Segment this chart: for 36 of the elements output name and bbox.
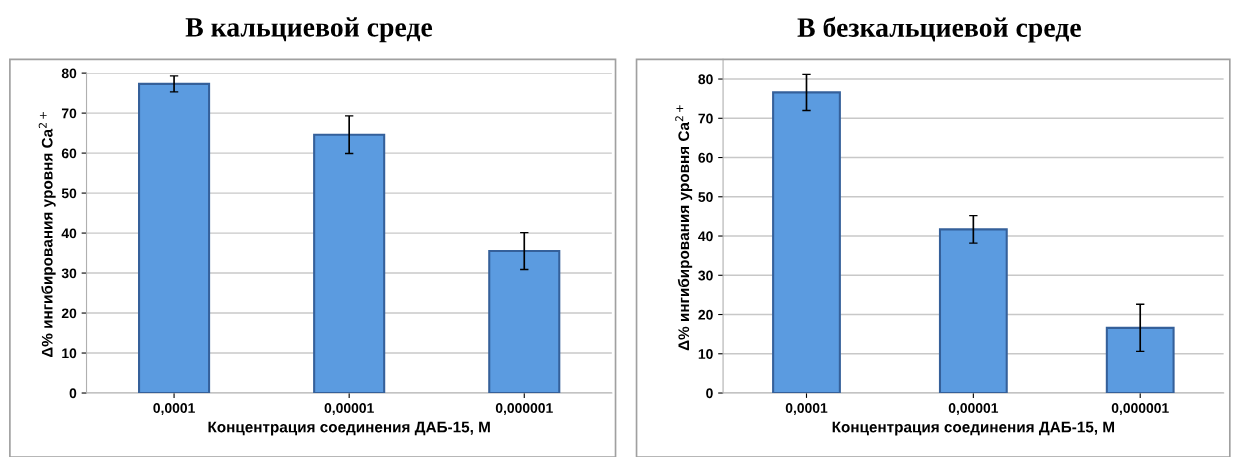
- x-tick-label: 0,000001: [495, 403, 553, 415]
- y-tick-label: 60: [698, 152, 713, 163]
- bar: [1105, 326, 1175, 394]
- bar: [138, 82, 211, 394]
- y-tick-label: 30: [698, 270, 713, 281]
- y-tick-label: 30: [61, 268, 77, 279]
- y-tick-label: 0: [69, 388, 77, 399]
- y-tick-label: 40: [698, 231, 713, 242]
- y-axis-title: Δ% ингибирования уровня Ca$^{2+}$: [38, 112, 56, 358]
- chart-title: В кальциевой среде: [185, 17, 433, 43]
- y-tick-label: 50: [61, 188, 77, 199]
- y-tick-label: 60: [61, 148, 77, 159]
- y-tick-label: 50: [698, 192, 713, 202]
- y-tick-label: 10: [698, 349, 713, 359]
- y-tick-label: 70: [61, 108, 77, 119]
- bar: [488, 250, 561, 394]
- y-tick-label: 20: [698, 309, 713, 320]
- y-axis-title: Δ% ингибирования уровня Ca$^{2+}$: [675, 105, 693, 351]
- x-axis-title: Концентрация соединения ДАБ-15, М: [832, 421, 1115, 436]
- x-axis-title: Концентрация соединения ДАБ-15, М: [208, 421, 490, 436]
- y-tick-label: 70: [698, 113, 713, 124]
- chart-title: В безкальциевой среде: [797, 16, 1081, 43]
- x-tick-label: 0,00001: [948, 403, 999, 415]
- y-tick-label: 80: [61, 68, 77, 79]
- bar: [772, 91, 841, 394]
- y-tick-label: 20: [61, 308, 77, 319]
- bar: [938, 228, 1008, 394]
- x-tick-label: 0,0001: [785, 403, 828, 415]
- bar: [313, 133, 386, 394]
- y-tick-label: 80: [698, 74, 713, 85]
- y-tick-label: 40: [61, 228, 77, 239]
- y-tick-label: 0: [706, 388, 713, 399]
- y-tick-label: 10: [62, 348, 77, 359]
- x-tick-label: 0,000001: [1111, 403, 1169, 415]
- x-tick-label: 0,0001: [153, 403, 195, 415]
- x-tick-label: 0,00001: [324, 403, 374, 415]
